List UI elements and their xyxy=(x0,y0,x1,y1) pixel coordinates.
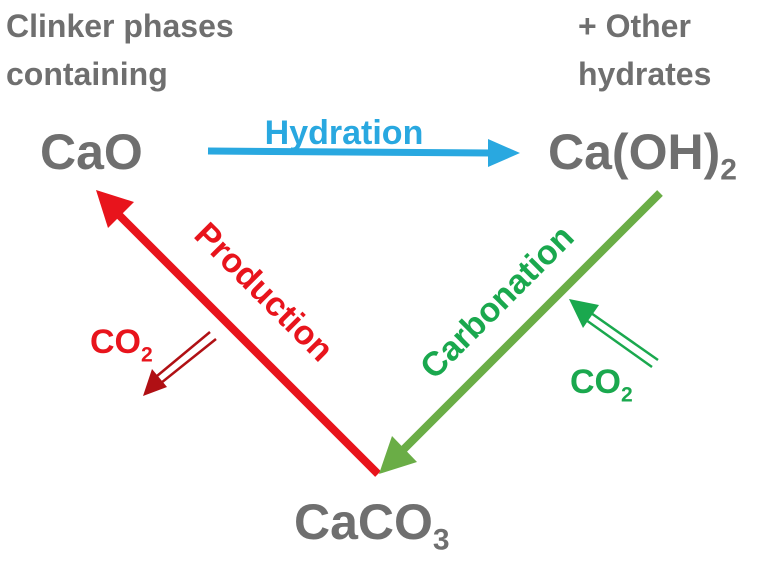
production-arrow-shaft xyxy=(113,209,381,477)
co2-release-line-a xyxy=(160,338,217,384)
co2-uptake-arrow-head xyxy=(569,299,599,328)
co2-uptake-line-a xyxy=(590,311,659,362)
clinker-note-line2: containing xyxy=(6,56,168,92)
production-label: Production xyxy=(187,215,341,369)
carbonation-arrow xyxy=(379,190,663,474)
hydrates-note-line1: + Other xyxy=(578,8,691,44)
co2-release-arrow-head xyxy=(143,369,167,396)
hydrates-note-line2: hydrates xyxy=(578,56,712,92)
caco3-label: CaCO3 xyxy=(294,494,450,555)
co2-release-base: CO xyxy=(90,323,141,361)
co2-release-line-b xyxy=(156,331,211,377)
production-arrow xyxy=(96,190,381,477)
co2-uptake-subscript: 2 xyxy=(621,383,633,407)
co2-uptake-line-b xyxy=(585,318,653,369)
cao-label: CaO xyxy=(40,124,143,180)
carbonation-arrow-head xyxy=(379,436,417,474)
co2-release-subscript: 2 xyxy=(141,343,153,367)
clinker-note-line1: Clinker phases xyxy=(6,8,234,44)
caoh2-label: Ca(OH)2 xyxy=(548,124,737,185)
hydration-arrow xyxy=(207,139,520,167)
caoh2-subscript: 2 xyxy=(720,153,737,187)
co2-uptake-label: CO2 xyxy=(570,362,633,405)
co2-release-label: CO2 xyxy=(90,322,153,365)
hydration-label: Hydration xyxy=(265,114,424,152)
co2-uptake-base: CO xyxy=(570,363,621,401)
caoh2-base: Ca(OH) xyxy=(548,124,721,180)
co2-uptake-arrow xyxy=(569,299,659,369)
production-arrow-head xyxy=(96,190,134,228)
hydration-arrow-shaft xyxy=(207,147,493,157)
carbonation-arrow-shaft xyxy=(397,190,663,456)
hydration-arrow-head xyxy=(488,139,520,167)
caco3-base: CaCO xyxy=(294,494,433,550)
caco3-subscript: 3 xyxy=(432,523,450,557)
co2-release-arrow xyxy=(143,331,217,396)
